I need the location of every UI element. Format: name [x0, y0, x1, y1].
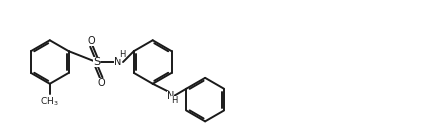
- Text: N: N: [167, 91, 174, 101]
- Text: CH$_3$: CH$_3$: [40, 95, 59, 108]
- Text: H: H: [119, 50, 125, 59]
- Text: N: N: [114, 57, 122, 67]
- Text: O: O: [98, 78, 105, 88]
- Text: O: O: [88, 36, 95, 46]
- Text: H: H: [171, 96, 178, 105]
- Text: S: S: [93, 57, 100, 67]
